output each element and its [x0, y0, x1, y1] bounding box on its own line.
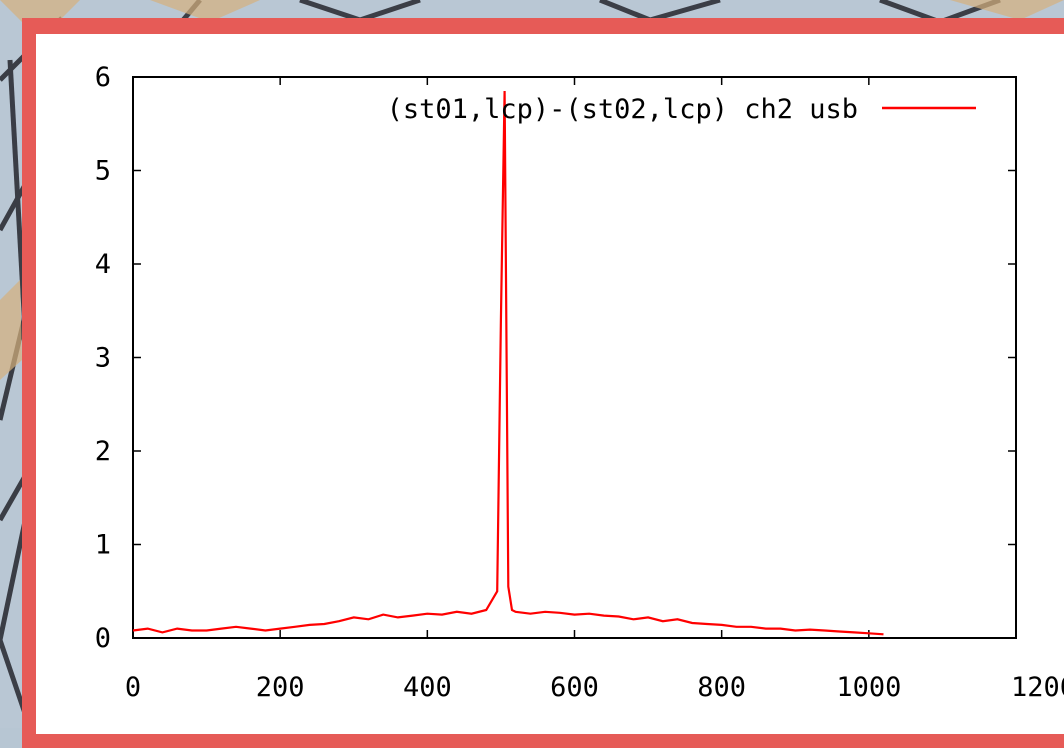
y-tick-label: 1	[95, 530, 111, 561]
axes	[132, 76, 1017, 639]
legend-label: (st01,lcp)-(st02,lcp) ch2 usb	[387, 94, 858, 125]
plot-border	[132, 76, 1017, 639]
y-tick-label: 3	[95, 343, 111, 374]
y-axis-ticks: 0 1 2 3 4 5 6	[95, 62, 1016, 654]
x-tick-label: 200	[256, 672, 305, 703]
y-tick-label: 6	[95, 62, 111, 93]
y-tick-label: 0	[95, 623, 111, 654]
y-tick-label: 5	[95, 156, 111, 187]
x-tick-label: 800	[697, 672, 746, 703]
series-layer	[132, 90, 884, 636]
series-line	[132, 90, 884, 636]
x-tick-label: 400	[403, 672, 452, 703]
legend: (st01,lcp)-(st02,lcp) ch2 usb	[387, 94, 976, 125]
x-tick-label: 0	[125, 672, 141, 703]
x-tick-label: 1000	[836, 672, 901, 703]
x-tick-label: 600	[550, 672, 599, 703]
y-tick-label: 4	[95, 249, 111, 280]
y-tick-label: 2	[95, 436, 111, 467]
